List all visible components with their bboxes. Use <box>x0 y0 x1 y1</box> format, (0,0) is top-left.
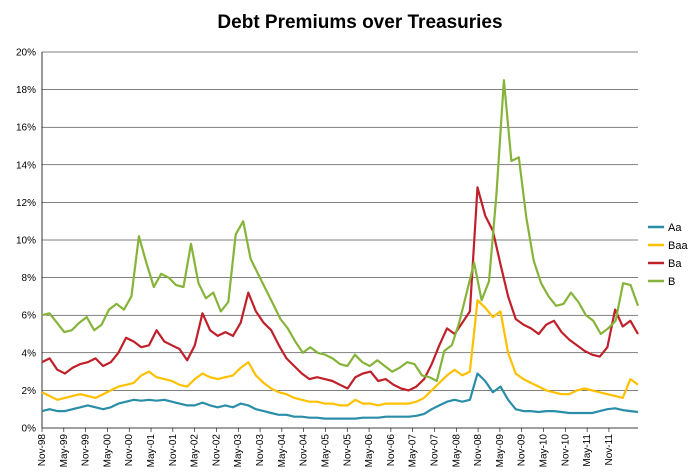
y-tick-label: 6% <box>22 311 37 322</box>
chart-title: Debt Premiums over Treasuries <box>217 12 502 33</box>
x-tick-label: May-00 <box>102 434 113 468</box>
y-tick-label: 0% <box>22 424 37 435</box>
legend-label-baa: Baa <box>668 240 688 252</box>
y-axis-ticks: 0% 2% 4% 6% 8% 10% 12% 14% 16% 18% 20% <box>16 48 43 435</box>
gridlines <box>42 51 638 429</box>
y-tick-label: 10% <box>16 236 36 247</box>
series-line-aa <box>41 372 639 420</box>
x-tick-label: Nov-03 <box>255 434 266 467</box>
x-tick-label: May-10 <box>539 434 550 468</box>
x-tick-label: May-07 <box>408 434 419 468</box>
legend-label-ba: Ba <box>668 258 682 270</box>
x-tick-label: Nov-06 <box>386 434 397 467</box>
x-tick-label: May-01 <box>146 434 157 468</box>
x-tick-label: May-09 <box>495 434 506 468</box>
x-tick-label: May-05 <box>320 434 331 468</box>
y-tick-label: 20% <box>16 48 36 59</box>
y-tick-label: 2% <box>22 386 37 397</box>
x-axis: Nov-98 May-99 Nov-99 May-00 Nov-00 May-01 Nov-… <box>37 428 615 467</box>
x-tick-label: Nov-07 <box>429 434 440 467</box>
legend: Aa Baa Ba B <box>648 222 688 288</box>
x-tick-label: Nov-04 <box>299 434 310 467</box>
x-tick-label: May-99 <box>59 434 70 468</box>
x-tick-label: Nov-98 <box>37 434 48 467</box>
series-line-b <box>41 79 640 383</box>
y-tick-label: 14% <box>16 160 36 171</box>
x-tick-label: Nov-01 <box>168 434 179 467</box>
x-tick-label: May-06 <box>364 434 375 468</box>
legend-label-b: B <box>668 276 675 288</box>
x-tick-label: Nov-10 <box>560 434 571 467</box>
x-tick-label: Nov-11 <box>604 434 615 466</box>
x-tick-label: Nov-02 <box>211 434 222 467</box>
series-line-baa <box>41 299 639 407</box>
y-tick-label: 8% <box>22 273 37 284</box>
y-tick-label: 16% <box>16 123 36 134</box>
legend-label-aa: Aa <box>668 222 682 234</box>
x-tick-label: Nov-08 <box>473 434 484 467</box>
x-tick-label: Nov-00 <box>124 434 135 467</box>
y-tick-label: 4% <box>22 348 37 359</box>
x-tick-label: May-04 <box>277 434 288 468</box>
y-tick-label: 18% <box>16 85 36 96</box>
x-tick-label: Nov-05 <box>342 434 353 467</box>
x-tick-label: Nov-09 <box>517 434 528 467</box>
series-line-ba <box>41 186 639 392</box>
x-tick-label: May-08 <box>451 434 462 468</box>
x-tick-label: May-03 <box>233 434 244 468</box>
x-tick-label: May-02 <box>190 434 201 468</box>
x-tick-label: May-11 <box>582 434 593 467</box>
y-tick-label: 12% <box>16 198 36 209</box>
series-lines <box>41 79 640 420</box>
x-tick-label: Nov-99 <box>81 434 92 467</box>
